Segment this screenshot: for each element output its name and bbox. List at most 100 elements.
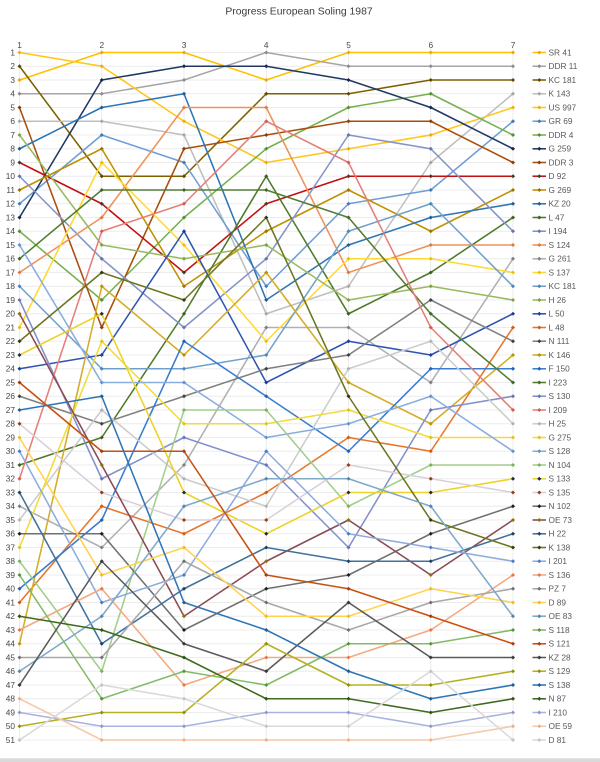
svg-text:L 48: L 48 [549, 322, 565, 332]
svg-text:L 47: L 47 [549, 212, 565, 222]
svg-text:6: 6 [10, 116, 15, 126]
svg-text:H 26: H 26 [549, 295, 567, 305]
svg-text:1: 1 [10, 47, 15, 57]
svg-text:OE 59: OE 59 [549, 721, 573, 731]
svg-text:S 135: S 135 [549, 487, 571, 497]
svg-text:9: 9 [10, 157, 15, 167]
svg-text:16: 16 [6, 254, 16, 264]
svg-text:3: 3 [10, 75, 15, 85]
svg-text:G 269: G 269 [549, 185, 572, 195]
svg-text:51: 51 [6, 735, 16, 745]
svg-text:G 259: G 259 [549, 144, 572, 154]
svg-text:G 261: G 261 [549, 254, 572, 264]
svg-text:45: 45 [6, 652, 16, 662]
svg-text:25: 25 [6, 377, 16, 387]
svg-text:38: 38 [6, 556, 16, 566]
svg-text:F 150: F 150 [549, 364, 571, 374]
svg-text:7: 7 [10, 130, 15, 140]
svg-text:5: 5 [10, 102, 15, 112]
svg-text:S 138: S 138 [549, 680, 571, 690]
svg-text:DDR 11: DDR 11 [549, 61, 578, 71]
svg-text:37: 37 [6, 542, 16, 552]
svg-text:D 89: D 89 [549, 597, 567, 607]
svg-text:S 129: S 129 [549, 666, 571, 676]
svg-text:KC 181: KC 181 [549, 281, 577, 291]
svg-text:GR 69: GR 69 [549, 116, 573, 126]
svg-text:36: 36 [6, 529, 16, 539]
svg-text:1: 1 [17, 40, 22, 50]
svg-text:N 104: N 104 [549, 460, 572, 470]
svg-text:DDR 3: DDR 3 [549, 157, 574, 167]
svg-text:26: 26 [6, 391, 16, 401]
svg-text:S 124: S 124 [549, 240, 571, 250]
svg-text:28: 28 [6, 419, 16, 429]
svg-text:39: 39 [6, 570, 16, 580]
svg-text:I 194: I 194 [549, 226, 568, 236]
svg-text:D 81: D 81 [549, 735, 567, 745]
svg-text:K 146: K 146 [549, 350, 571, 360]
svg-text:30: 30 [6, 446, 16, 456]
svg-text:I 201: I 201 [549, 556, 568, 566]
svg-text:23: 23 [6, 350, 16, 360]
svg-text:PZ 7: PZ 7 [549, 584, 567, 594]
svg-text:2: 2 [99, 40, 104, 50]
svg-text:N 87: N 87 [549, 694, 567, 704]
svg-text:22: 22 [6, 336, 16, 346]
svg-text:6: 6 [428, 40, 433, 50]
svg-text:47: 47 [6, 680, 16, 690]
svg-text:19: 19 [6, 295, 16, 305]
svg-text:I 209: I 209 [549, 405, 568, 415]
svg-text:33: 33 [6, 487, 16, 497]
svg-text:8: 8 [10, 144, 15, 154]
svg-text:DDR 4: DDR 4 [549, 130, 574, 140]
svg-text:17: 17 [6, 267, 16, 277]
svg-text:7: 7 [511, 40, 516, 50]
svg-text:44: 44 [6, 639, 16, 649]
svg-text:3: 3 [182, 40, 187, 50]
svg-text:OE 83: OE 83 [549, 611, 573, 621]
svg-text:N 102: N 102 [549, 501, 572, 511]
svg-text:14: 14 [6, 226, 16, 236]
svg-text:20: 20 [6, 309, 16, 319]
svg-text:L 50: L 50 [549, 309, 565, 319]
svg-text:4: 4 [10, 89, 15, 99]
svg-text:S 136: S 136 [549, 570, 571, 580]
svg-text:D 92: D 92 [549, 171, 567, 181]
svg-text:49: 49 [6, 707, 16, 717]
svg-text:31: 31 [6, 460, 16, 470]
svg-text:12: 12 [6, 199, 16, 209]
svg-text:35: 35 [6, 515, 16, 525]
svg-text:H 25: H 25 [549, 419, 567, 429]
svg-text:11: 11 [6, 185, 15, 195]
svg-text:I 210: I 210 [549, 707, 568, 717]
svg-text:H 22: H 22 [549, 529, 567, 539]
svg-text:S 130: S 130 [549, 391, 571, 401]
svg-text:24: 24 [6, 364, 16, 374]
svg-text:41: 41 [6, 597, 16, 607]
svg-text:42: 42 [6, 611, 16, 621]
svg-text:32: 32 [6, 474, 16, 484]
svg-text:13: 13 [6, 212, 16, 222]
svg-text:KZ 20: KZ 20 [549, 199, 572, 209]
svg-text:S 118: S 118 [549, 625, 570, 635]
svg-text:KC 181: KC 181 [549, 75, 577, 85]
svg-text:Progress European Soling 1987: Progress European Soling 1987 [225, 7, 373, 18]
svg-text:2: 2 [10, 61, 15, 71]
svg-text:34: 34 [6, 501, 16, 511]
svg-text:46: 46 [6, 666, 16, 676]
svg-text:S 121: S 121 [549, 639, 571, 649]
svg-text:KZ 28: KZ 28 [549, 652, 572, 662]
svg-text:K 138: K 138 [549, 542, 571, 552]
svg-text:G 275: G 275 [549, 432, 572, 442]
svg-text:48: 48 [6, 694, 16, 704]
svg-text:N 111: N 111 [549, 336, 570, 346]
svg-text:S 133: S 133 [549, 474, 571, 484]
svg-text:21: 21 [6, 322, 16, 332]
svg-text:10: 10 [6, 171, 16, 181]
svg-text:50: 50 [6, 721, 16, 731]
svg-text:SR 41: SR 41 [549, 47, 572, 57]
svg-text:43: 43 [6, 625, 16, 635]
svg-text:40: 40 [6, 584, 16, 594]
svg-text:S 128: S 128 [549, 446, 571, 456]
svg-text:I 223: I 223 [549, 377, 568, 387]
